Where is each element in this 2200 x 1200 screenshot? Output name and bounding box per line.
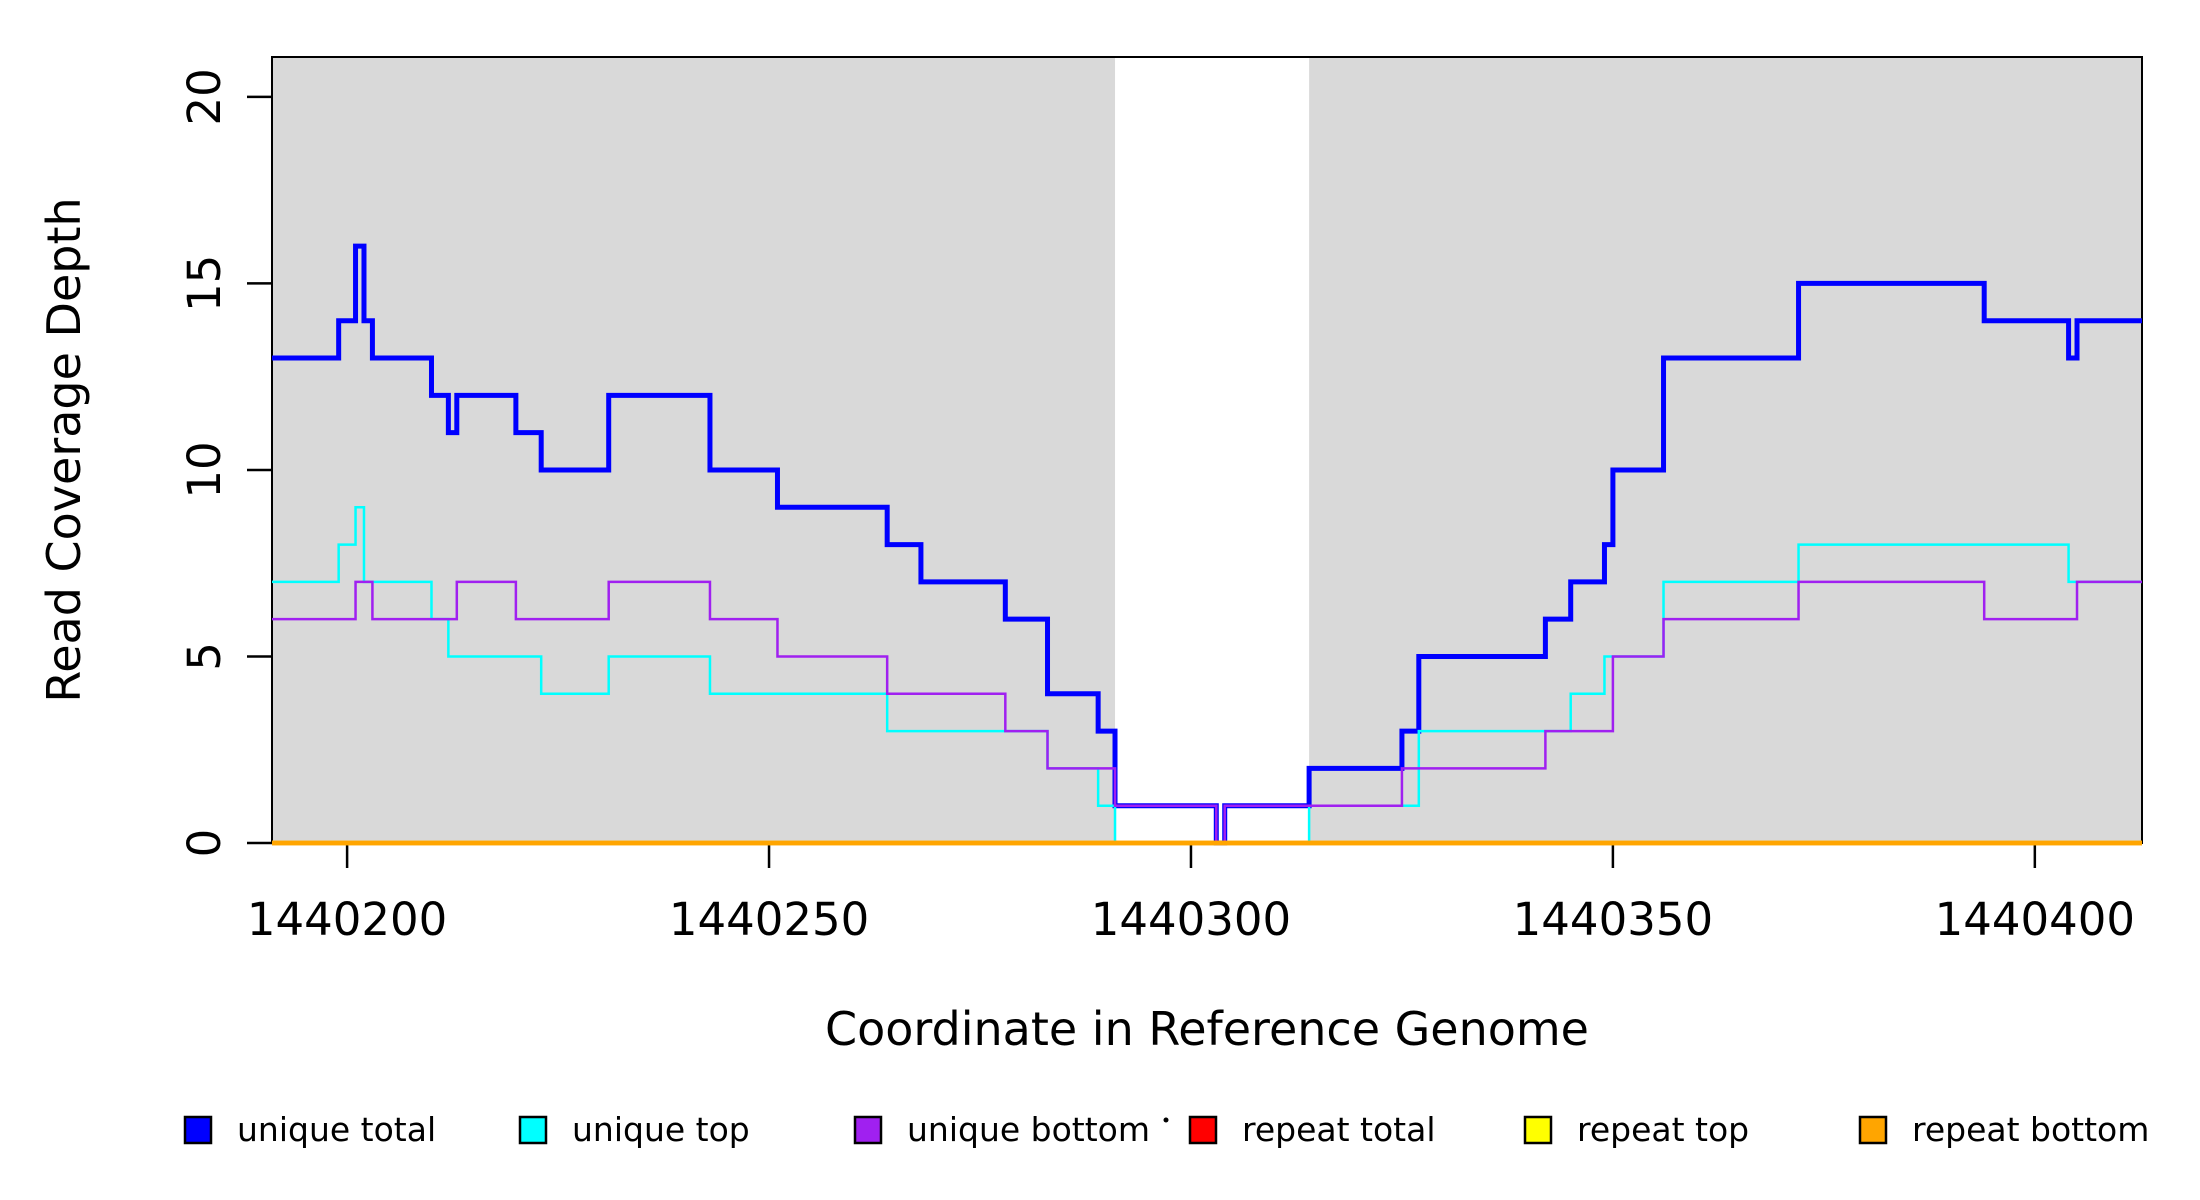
x-tick-label: 1440350 bbox=[1513, 893, 1713, 946]
legend-swatch-unique-top bbox=[518, 1115, 548, 1145]
legend-label-unique-top: unique top bbox=[572, 1110, 750, 1149]
y-tick-label: 10 bbox=[178, 441, 231, 498]
x-tick-label: 1440250 bbox=[669, 893, 869, 946]
legend-swatch-unique-total bbox=[183, 1115, 213, 1145]
legend-label-unique-bottom: unique bottom bbox=[907, 1110, 1150, 1149]
legend: unique total unique top unique bottom repea… bbox=[183, 1110, 2149, 1149]
stray-dot-artifact bbox=[1163, 1117, 1169, 1123]
series-line-unique-bottom bbox=[272, 580, 2142, 845]
legend-label-unique-total: unique total bbox=[237, 1110, 436, 1149]
legend-swatch-repeat-top bbox=[1523, 1115, 1553, 1145]
y-tick-label: 15 bbox=[178, 255, 231, 312]
legend-swatch-repeat-bottom bbox=[1858, 1115, 1888, 1145]
legend-swatch-unique-bottom bbox=[853, 1115, 883, 1145]
legend-swatch-repeat-total bbox=[1188, 1115, 1218, 1145]
x-tick-label: 1440300 bbox=[1091, 893, 1291, 946]
axis-layer: 1440200 1440250 1440300 1440350 1440400 0 5 10 1… bbox=[178, 56, 2143, 946]
plot-background-layer bbox=[272, 57, 2142, 843]
y-axis-title: Read Coverage Depth bbox=[37, 197, 91, 702]
x-tick-label: 1440200 bbox=[247, 893, 447, 946]
uncovered-gap-band bbox=[1115, 57, 1310, 843]
y-tick-label: 0 bbox=[178, 829, 231, 858]
legend-label-repeat-top: repeat top bbox=[1577, 1110, 1749, 1149]
y-tick-label: 5 bbox=[178, 642, 231, 671]
series-layer bbox=[272, 243, 2142, 846]
x-axis-title: Coordinate in Reference Genome bbox=[825, 1002, 1589, 1056]
legend-label-repeat-bottom: repeat bottom bbox=[1912, 1110, 2149, 1149]
series-line-unique-total bbox=[272, 243, 2142, 846]
legend-label-repeat-total: repeat total bbox=[1242, 1110, 1436, 1149]
x-tick-label: 1440400 bbox=[1935, 893, 2135, 946]
y-tick-label: 20 bbox=[178, 68, 231, 125]
